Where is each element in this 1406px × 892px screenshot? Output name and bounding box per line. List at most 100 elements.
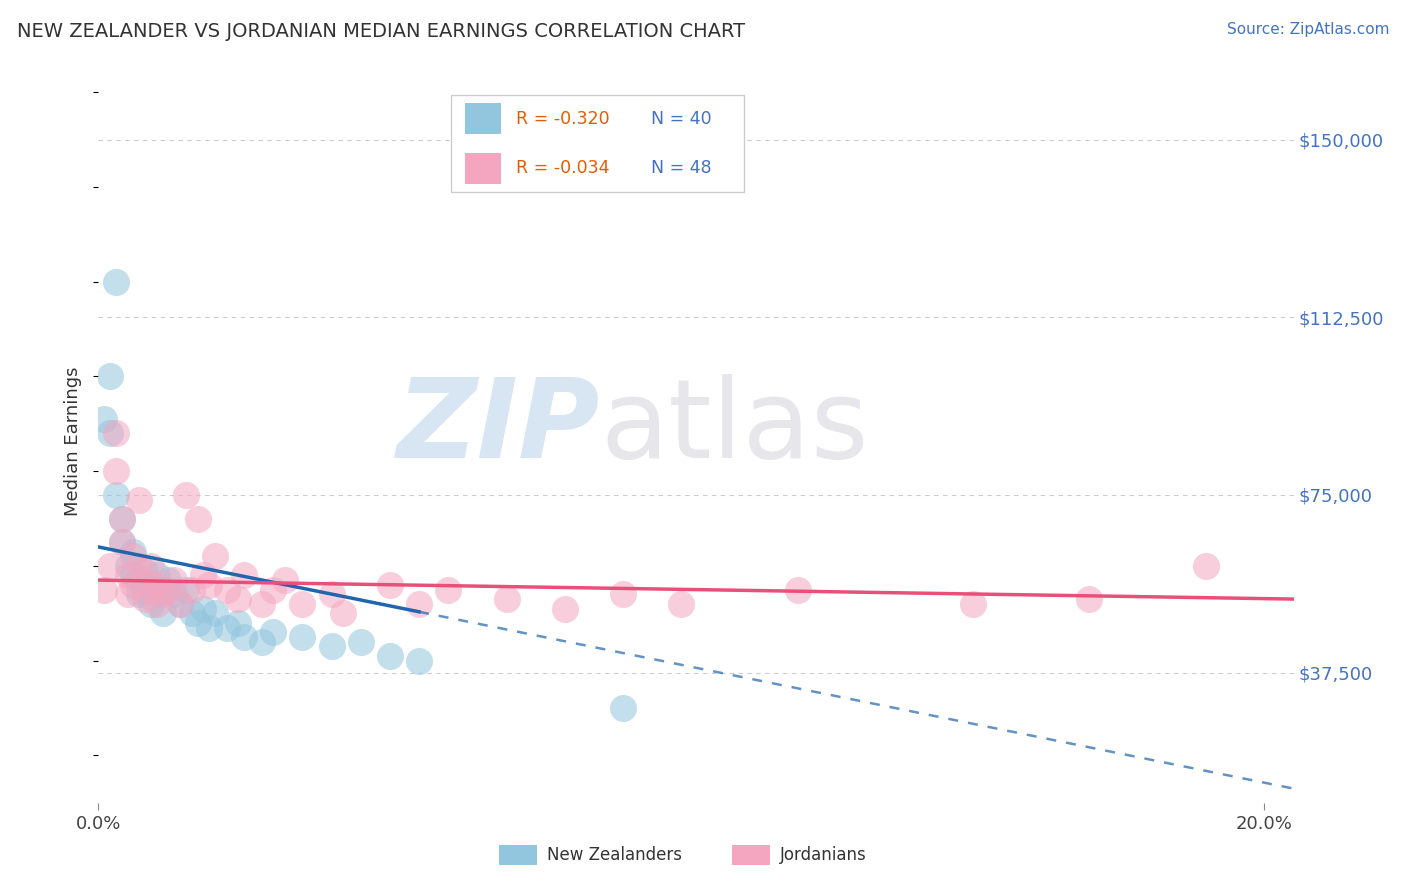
- Point: [321, 587, 343, 601]
- Point: [122, 544, 145, 558]
- Point: [104, 275, 127, 289]
- Point: [228, 615, 250, 630]
- Point: [233, 568, 256, 582]
- Point: [262, 625, 284, 640]
- Y-axis label: Median Earnings: Median Earnings: [65, 367, 83, 516]
- Point: [139, 597, 162, 611]
- FancyBboxPatch shape: [465, 153, 501, 184]
- Point: [111, 535, 134, 549]
- Point: [128, 587, 150, 601]
- Point: [193, 601, 215, 615]
- Point: [321, 640, 343, 654]
- Text: Source: ZipAtlas.com: Source: ZipAtlas.com: [1226, 22, 1389, 37]
- Point: [250, 634, 273, 648]
- Point: [93, 412, 115, 426]
- Point: [117, 568, 139, 582]
- Point: [787, 582, 810, 597]
- Point: [98, 426, 121, 441]
- Point: [139, 578, 162, 592]
- Text: R = -0.320: R = -0.320: [516, 110, 609, 128]
- Point: [134, 592, 156, 607]
- Point: [291, 630, 314, 644]
- Point: [169, 597, 191, 611]
- Point: [128, 558, 150, 573]
- Point: [117, 558, 139, 573]
- Point: [350, 634, 373, 648]
- Point: [152, 607, 174, 621]
- Point: [332, 607, 354, 621]
- Point: [128, 573, 150, 587]
- Point: [145, 587, 167, 601]
- Point: [134, 573, 156, 587]
- Point: [117, 587, 139, 601]
- Point: [111, 511, 134, 525]
- Text: N = 40: N = 40: [651, 110, 711, 128]
- Point: [145, 568, 167, 582]
- Point: [152, 582, 174, 597]
- Point: [157, 573, 180, 587]
- Point: [962, 597, 984, 611]
- Point: [152, 587, 174, 601]
- Point: [554, 601, 576, 615]
- Point: [111, 535, 134, 549]
- Point: [250, 597, 273, 611]
- Point: [228, 592, 250, 607]
- Text: NEW ZEALANDER VS JORDANIAN MEDIAN EARNINGS CORRELATION CHART: NEW ZEALANDER VS JORDANIAN MEDIAN EARNIN…: [17, 22, 745, 41]
- Text: N = 48: N = 48: [651, 160, 711, 178]
- Point: [408, 654, 430, 668]
- Point: [111, 511, 134, 525]
- FancyBboxPatch shape: [465, 103, 501, 134]
- Text: ZIP: ZIP: [396, 374, 600, 481]
- Point: [157, 582, 180, 597]
- Point: [180, 607, 202, 621]
- Point: [233, 630, 256, 644]
- Point: [134, 582, 156, 597]
- Text: R = -0.034: R = -0.034: [516, 160, 609, 178]
- Point: [204, 549, 226, 564]
- Point: [408, 597, 430, 611]
- Point: [98, 558, 121, 573]
- Point: [169, 597, 191, 611]
- Point: [145, 578, 167, 592]
- Point: [104, 426, 127, 441]
- Point: [1195, 558, 1218, 573]
- Point: [612, 587, 634, 601]
- Point: [104, 464, 127, 478]
- Point: [378, 648, 401, 663]
- Point: [198, 620, 221, 634]
- Point: [93, 582, 115, 597]
- Text: New Zealanders: New Zealanders: [547, 846, 682, 863]
- Point: [134, 564, 156, 578]
- Point: [262, 582, 284, 597]
- Point: [198, 578, 221, 592]
- FancyBboxPatch shape: [451, 95, 744, 193]
- Point: [104, 488, 127, 502]
- FancyBboxPatch shape: [733, 845, 770, 865]
- Point: [215, 582, 238, 597]
- Point: [291, 597, 314, 611]
- Point: [122, 549, 145, 564]
- Point: [139, 558, 162, 573]
- Point: [122, 568, 145, 582]
- Text: Jordanians: Jordanians: [779, 846, 866, 863]
- Point: [128, 492, 150, 507]
- Point: [174, 582, 197, 597]
- Point: [186, 511, 208, 525]
- Point: [145, 597, 167, 611]
- Point: [378, 578, 401, 592]
- Point: [180, 582, 202, 597]
- Point: [186, 615, 208, 630]
- Point: [215, 620, 238, 634]
- Point: [495, 592, 517, 607]
- Point: [163, 573, 186, 587]
- Point: [1078, 592, 1101, 607]
- Text: atlas: atlas: [600, 374, 869, 481]
- Point: [274, 573, 297, 587]
- Point: [671, 597, 693, 611]
- Point: [98, 369, 121, 384]
- Point: [163, 587, 186, 601]
- Point: [204, 607, 226, 621]
- Point: [612, 701, 634, 715]
- Point: [122, 578, 145, 592]
- Point: [139, 582, 162, 597]
